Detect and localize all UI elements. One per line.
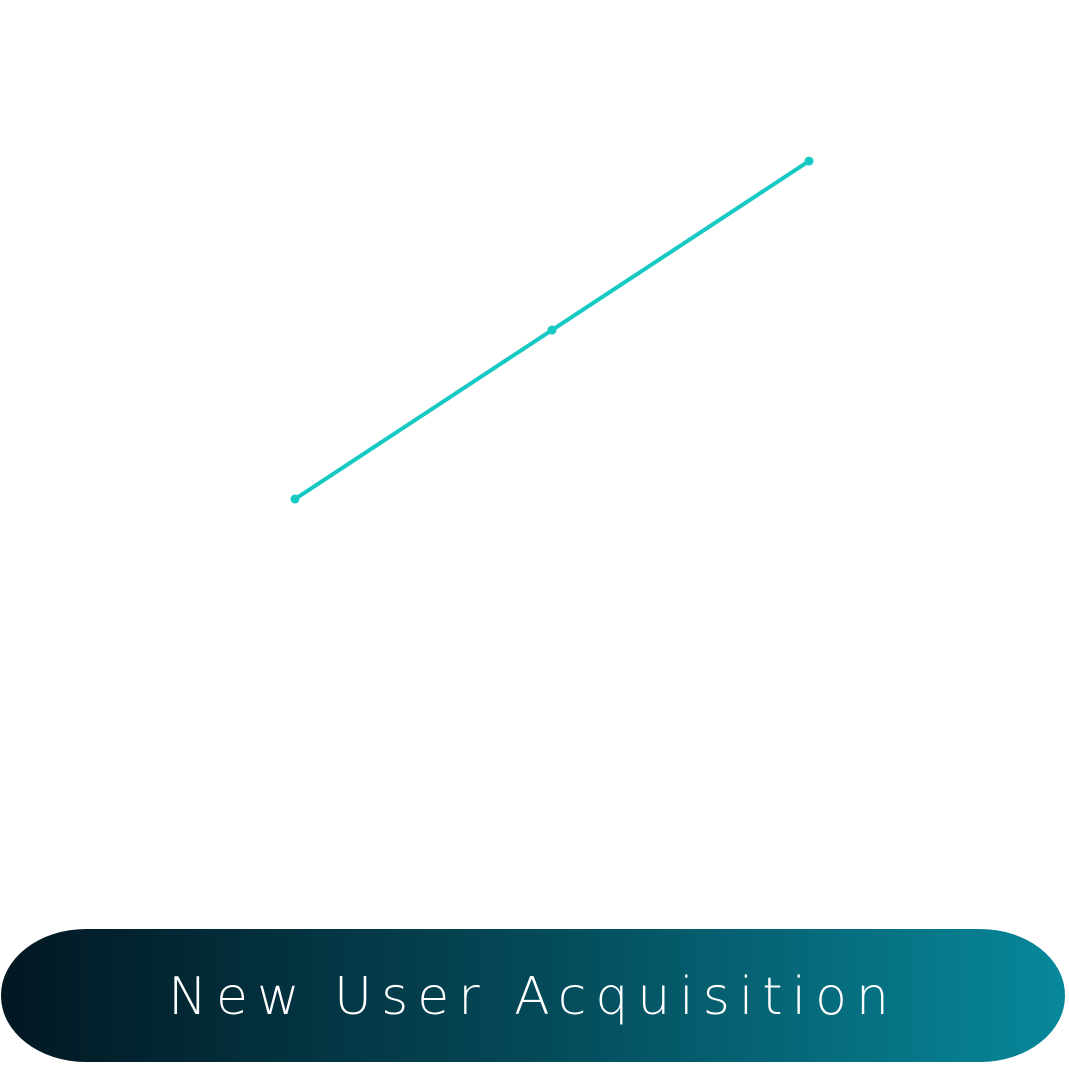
plot-area	[290, 156, 814, 504]
point	[547, 325, 557, 335]
point	[804, 156, 814, 166]
chart-title: New User Acquisition	[168, 967, 898, 1027]
point	[290, 494, 300, 504]
title-banner	[1, 929, 1065, 1062]
